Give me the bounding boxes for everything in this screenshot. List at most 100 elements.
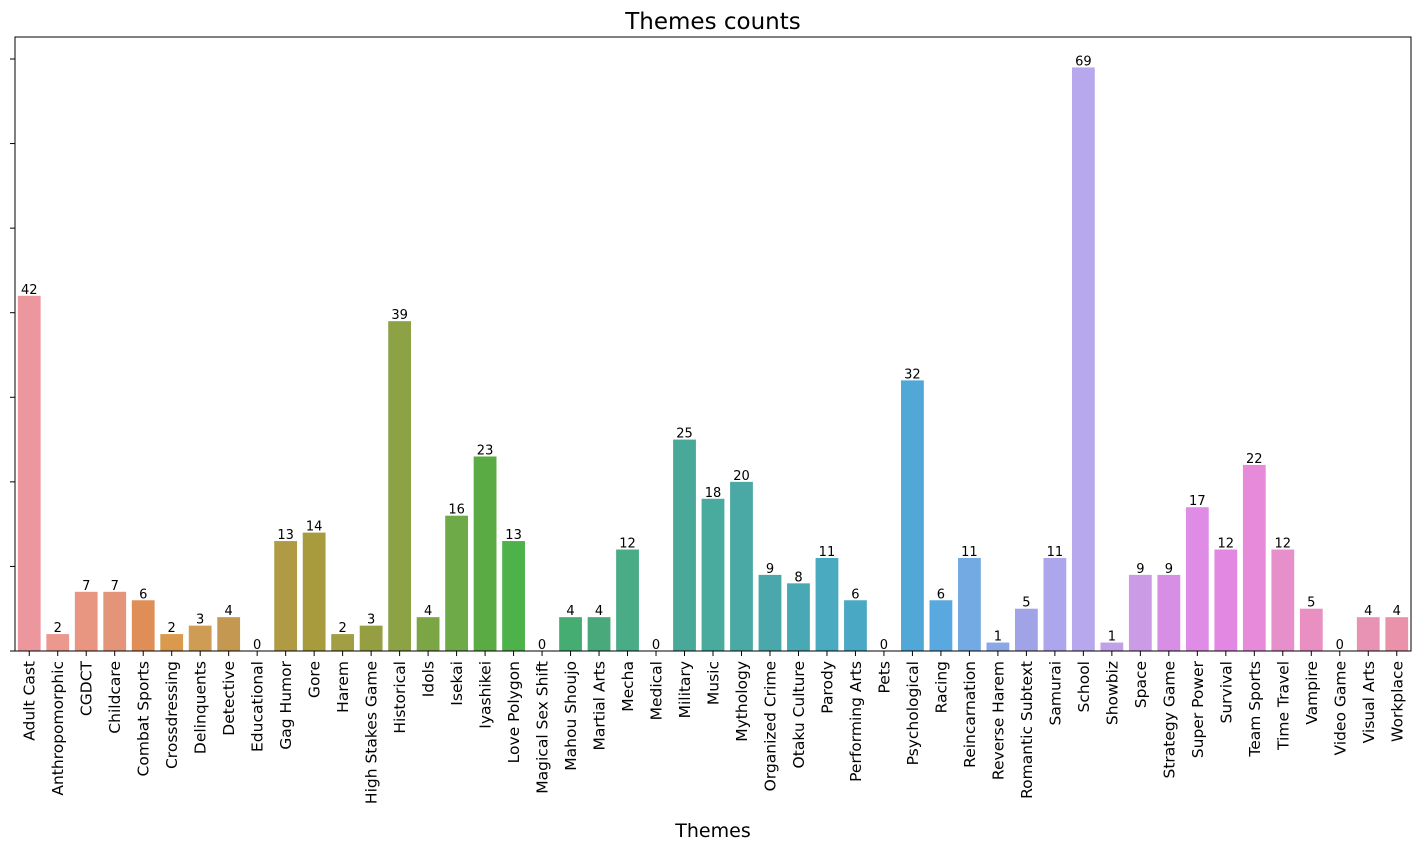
x-tick-label: Vampire — [1303, 661, 1321, 725]
x-tick-label: Medical — [648, 661, 666, 720]
bar — [701, 498, 725, 651]
bar-value-label: 1 — [994, 630, 1002, 645]
bar-value-label: 7 — [111, 579, 119, 594]
bar — [473, 456, 497, 651]
bar-value-label: 12 — [1218, 537, 1235, 552]
x-tick-label: Performing Arts — [847, 661, 865, 782]
bar — [160, 634, 184, 651]
bar — [1157, 574, 1181, 651]
bar-value-label: 32 — [904, 367, 921, 382]
bar — [1299, 608, 1323, 651]
bar — [616, 549, 639, 651]
bar — [1214, 549, 1238, 651]
bar-value-label: 2 — [338, 621, 346, 636]
bar-value-label: 4 — [595, 604, 603, 619]
x-tick-label: Samurai — [1046, 661, 1064, 725]
plot-frame — [14, 36, 1412, 652]
x-tick-label: Adult Cast — [21, 661, 39, 741]
bar — [502, 541, 525, 651]
x-tick-label: Space — [1132, 661, 1150, 708]
bar-value-label: 13 — [277, 528, 294, 543]
x-tick-label: Childcare — [106, 661, 124, 734]
x-tick-label: School — [1075, 661, 1093, 712]
bar-value-label: 9 — [766, 562, 774, 577]
x-tick-label: Romantic Subtext — [1018, 661, 1036, 799]
bar — [1385, 617, 1409, 651]
bar — [815, 557, 839, 651]
bar — [331, 634, 355, 651]
bar — [359, 625, 383, 651]
bar — [274, 541, 298, 651]
bar — [74, 591, 98, 651]
x-tick-label: Military — [676, 661, 694, 718]
bar — [1071, 67, 1095, 651]
x-tick-label: Educational — [249, 661, 267, 752]
bar-value-label: 4 — [566, 604, 574, 619]
x-tick-label: Pets — [875, 661, 893, 693]
bar-value-label: 4 — [424, 604, 432, 619]
bar — [673, 439, 696, 651]
x-tick-label: CGDCT — [78, 660, 96, 716]
bar — [986, 642, 1010, 651]
bar — [46, 634, 70, 651]
bar — [758, 574, 782, 651]
bar-value-label: 11 — [1047, 545, 1064, 560]
x-tick-label: Team Sports — [1246, 661, 1264, 758]
x-tick-label: Time Travel — [1274, 661, 1292, 751]
x-tick-label: Isekai — [448, 661, 466, 706]
bar — [844, 600, 867, 651]
x-tick-label: High Stakes Game — [363, 661, 381, 804]
x-tick-label: Harem — [334, 661, 352, 713]
x-tick-label: Combat Sports — [135, 661, 153, 776]
bar-value-label: 12 — [1275, 537, 1292, 552]
x-tick-label: Survival — [1217, 661, 1235, 724]
bar — [559, 617, 582, 651]
bar — [388, 321, 412, 651]
x-axis-label: Themes — [674, 820, 750, 842]
x-tick-label: Video Game — [1331, 661, 1349, 756]
bar-value-label: 25 — [676, 427, 693, 442]
x-tick-label: Iyashikei — [477, 661, 495, 729]
x-tick-label: Music — [705, 661, 723, 705]
bar-value-label: 4 — [225, 604, 233, 619]
bar-value-label: 7 — [82, 579, 90, 594]
bar-value-label: 11 — [961, 545, 978, 560]
bar-value-label: 6 — [851, 587, 859, 602]
bars-group — [17, 67, 1409, 651]
bar — [901, 380, 924, 651]
bar — [1185, 507, 1209, 651]
bar-value-label: 11 — [819, 545, 836, 560]
bar — [787, 583, 810, 651]
bar-value-label: 0 — [880, 638, 888, 653]
x-tick-label: Magical Sex Shift — [534, 661, 552, 794]
bar-value-label: 4 — [1393, 604, 1401, 619]
bar-value-label: 0 — [253, 638, 261, 653]
bar — [1100, 642, 1124, 651]
x-tick-label: Showbiz — [1103, 661, 1121, 725]
bar — [416, 617, 440, 651]
bar-value-label: 5 — [1307, 596, 1315, 611]
bar-value-label: 9 — [1165, 562, 1173, 577]
bar — [1128, 574, 1152, 651]
bar — [1014, 608, 1038, 651]
x-tick-label: Delinquents — [192, 661, 210, 754]
bar — [17, 295, 41, 651]
bar-value-label: 0 — [652, 638, 660, 653]
bar-value-label: 2 — [54, 621, 62, 636]
x-tick-label: Detective — [220, 661, 238, 736]
bar-value-label: 23 — [477, 443, 494, 458]
x-tick-label: Visual Arts — [1360, 661, 1378, 743]
x-tick-label: Strategy Game — [1160, 661, 1178, 778]
x-tick-label: Super Power — [1189, 660, 1207, 758]
bar-value-label: 1 — [1108, 630, 1116, 645]
x-tick-label: Mahou Shoujo — [562, 661, 580, 771]
x-tick-label: Organized Crime — [761, 661, 779, 791]
bar — [929, 600, 953, 651]
bar-value-label: 20 — [733, 469, 750, 484]
bar-value-label: 18 — [705, 486, 722, 501]
bar — [302, 532, 326, 651]
bar-value-label: 0 — [538, 638, 546, 653]
bar-value-label: 12 — [619, 537, 636, 552]
